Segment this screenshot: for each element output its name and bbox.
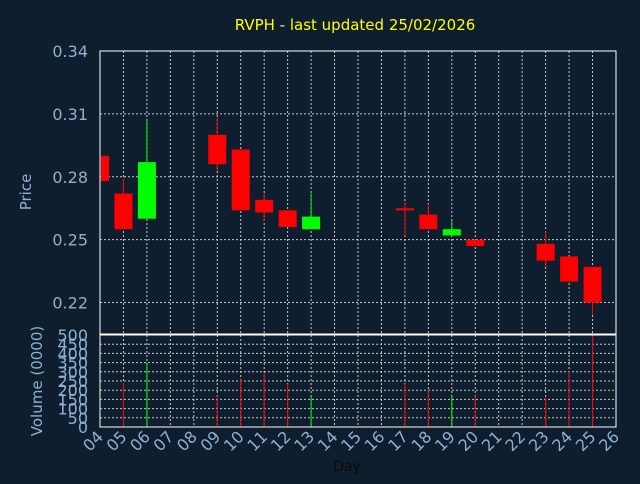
volume-tick-label: 100 [57,400,88,419]
price-tick-label: 0.34 [52,42,88,61]
volume-plot-frame [99,334,617,428]
candle-body [560,256,579,282]
candle-body [208,134,227,165]
candle-body [466,239,485,246]
volume-tick-label: 500 [57,326,88,345]
x-axis-label: Day [333,459,361,475]
volume-tick-label: 0 [78,418,88,437]
price-panel: 0.34 0.31 0.28 0.25 0.22 Price [17,42,617,335]
candle-body [114,193,133,230]
candle-body [302,216,321,230]
candle-body [442,229,461,236]
candle-body [583,266,602,303]
price-grid [99,50,617,334]
price-plot-frame [99,50,617,335]
candle-body [255,199,274,213]
candle-body [231,149,250,211]
volume-axis-label: Volume (0000) [28,326,46,436]
chart-title: RVPH - last updated 25/02/2026 [235,16,476,34]
volume-tick-label: 400 [57,344,88,363]
price-tick-label: 0.28 [52,168,88,187]
candle-body [101,155,109,181]
price-tick-label: 0.31 [52,105,88,124]
candles [99,118,602,316]
volume-tick-label: 50 [68,409,88,428]
volume-tick-label: 200 [57,381,88,400]
x-axis-ticks: 0405060708091011121314151617181920212223… [79,427,623,455]
x-tick-label: 26 [595,427,623,455]
price-axis-label: Price [17,174,35,211]
price-tick-label: 0.22 [52,294,88,313]
volume-tick-label: 150 [57,390,88,409]
volume-bars [122,335,594,427]
volume-tick-label: 350 [57,354,88,373]
candle-body [137,162,156,219]
candle-body [395,208,414,211]
price-tick-label: 0.25 [52,231,88,250]
volume-tick-label: 450 [57,335,88,354]
volume-tick-label: 300 [57,363,88,382]
price-y-ticks: 0.34 0.31 0.28 0.25 0.22 [52,42,88,313]
candle-body [278,210,297,228]
candle-body [536,243,555,261]
volume-grid [99,334,617,428]
volume-tick-label: 250 [57,372,88,391]
candle-body [419,214,438,230]
